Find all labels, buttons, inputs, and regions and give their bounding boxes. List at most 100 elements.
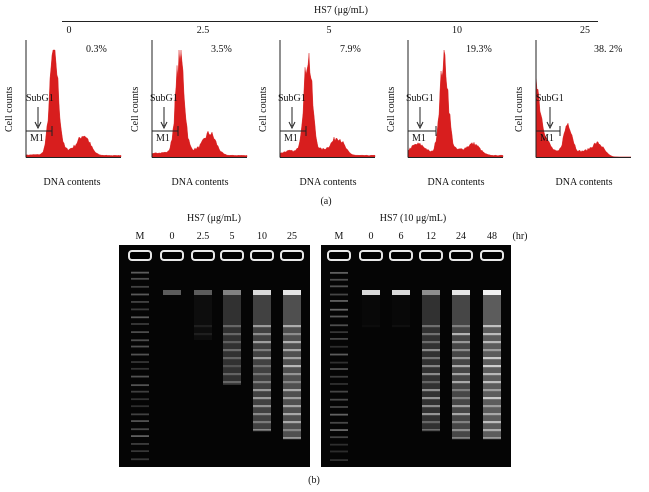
ladder-fragment — [253, 429, 271, 432]
ladder-fragment — [223, 341, 241, 344]
panel-b-caption: (b) — [308, 475, 320, 486]
histogram-plot — [279, 40, 376, 158]
histogram-area — [407, 49, 504, 158]
ladder-band — [330, 390, 348, 393]
genomic-band — [392, 290, 410, 295]
lane-label: 24 — [456, 231, 466, 242]
gel-well — [160, 250, 184, 261]
subg1-percent: 3.5% — [211, 44, 232, 55]
ladder-band — [330, 443, 348, 446]
lane-label: M — [135, 231, 145, 242]
ladder-band — [131, 413, 149, 416]
ladder-band — [131, 443, 149, 445]
dose-label: 10 — [452, 25, 462, 36]
ladder-fragment — [483, 333, 501, 336]
flow-histogram-4 — [530, 36, 633, 171]
ladder-fragment — [452, 429, 470, 432]
ladder-fragment — [223, 333, 241, 336]
ladder-fragment — [283, 389, 301, 392]
ladder-band — [330, 345, 348, 348]
ladder-fragment — [253, 397, 271, 400]
ladder-fragment — [283, 325, 301, 328]
ladder-band — [131, 308, 149, 311]
m1-label: M1 — [540, 133, 554, 144]
ladder-fragment — [253, 341, 271, 344]
ladder-fragment — [283, 341, 301, 344]
histogram-area — [25, 49, 122, 158]
subg1-percent: 0.3% — [86, 44, 107, 55]
ladder-band — [330, 429, 348, 431]
y-axis-label: Cell counts — [130, 86, 141, 132]
x-axis-label: DNA contents — [299, 177, 357, 188]
panel-a-header: HS7 (μg/mL) — [314, 5, 368, 16]
ladder-fragment — [483, 397, 501, 400]
ladder-fragment — [422, 341, 440, 344]
subg1-percent: 19.3% — [466, 44, 492, 55]
arrow-head — [160, 121, 168, 130]
histogram-plot — [151, 40, 248, 158]
ladder-fragment — [452, 389, 470, 392]
ladder-fragment — [452, 341, 470, 344]
gel-well — [250, 250, 274, 261]
y-axis-label: Cell counts — [386, 86, 397, 132]
ladder-band — [131, 316, 149, 319]
ladder-band — [131, 293, 149, 296]
ladder-fragment — [452, 437, 470, 440]
ladder-fragment — [253, 405, 271, 408]
ladder-fragment — [452, 349, 470, 352]
gel-lanes — [327, 250, 504, 461]
genomic-band — [422, 290, 440, 295]
lane-label: 2.5 — [196, 231, 210, 242]
ladder-fragment — [422, 357, 440, 360]
ladder-band — [131, 420, 149, 422]
ladder-band — [131, 428, 149, 431]
ladder-fragment — [283, 349, 301, 352]
ladder-fragment — [483, 357, 501, 360]
subg1-label: SubG1 — [278, 93, 306, 104]
arrow-head — [34, 121, 42, 130]
ladder-fragment — [452, 397, 470, 400]
ladder-fragment — [422, 381, 440, 384]
ladder-band — [131, 301, 149, 303]
ladder-fragment — [283, 365, 301, 368]
ladder-band — [330, 398, 348, 401]
ladder-fragment — [223, 373, 241, 376]
gel-lanes — [128, 250, 304, 461]
ladder-fragment — [483, 413, 501, 416]
ladder-fragment — [253, 381, 271, 384]
ladder-band — [330, 436, 348, 439]
ladder-fragment — [283, 381, 301, 384]
ladder-fragment — [422, 405, 440, 408]
ladder-fragment — [452, 381, 470, 384]
gel-image-dose — [119, 245, 310, 467]
x-axis-label: DNA contents — [171, 177, 229, 188]
ladder-band — [131, 285, 149, 288]
ladder-fragment — [283, 397, 301, 400]
ladder-band — [330, 278, 348, 281]
subg1-label: SubG1 — [26, 93, 54, 104]
genomic-band — [283, 290, 301, 295]
ladder-band — [131, 375, 149, 378]
subg1-label: SubG1 — [536, 93, 564, 104]
ladder-fragment — [283, 413, 301, 416]
flow-histogram-2 — [274, 36, 377, 171]
dna-smear — [422, 295, 440, 430]
gel-right-title: HS7 (10 μg/mL) — [379, 213, 447, 224]
ladder-band — [131, 390, 149, 393]
gel-well — [220, 250, 244, 261]
ladder-fragment — [483, 437, 501, 440]
lane-label: M — [334, 231, 344, 242]
gel-image-time — [321, 245, 511, 467]
ladder-fragment — [362, 325, 380, 327]
histogram-plot — [25, 40, 122, 158]
ladder-fragment — [283, 429, 301, 432]
ladder-band — [330, 406, 348, 408]
m1-label: M1 — [412, 133, 426, 144]
ladder-fragment — [452, 405, 470, 408]
ladder-fragment — [452, 357, 470, 360]
ladder-fragment — [483, 421, 501, 424]
ladder-band — [330, 300, 348, 302]
arrow-head — [288, 121, 296, 130]
ladder-band — [131, 450, 149, 453]
lane-label: 0 — [368, 231, 374, 242]
